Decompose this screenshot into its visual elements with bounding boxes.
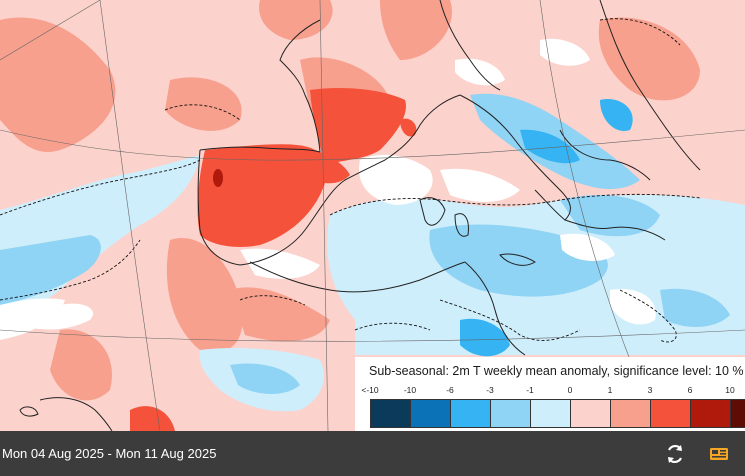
legend-tick-label: -10: [403, 385, 417, 395]
legend-swatch: [411, 400, 451, 427]
map-view[interactable]: [0, 0, 745, 431]
layers-icon: [710, 448, 728, 460]
legend-tick-label: -6: [446, 385, 454, 395]
refresh-icon: [668, 444, 682, 464]
legend-tick-label: -1: [526, 385, 534, 395]
bottom-toolbar: Mon 04 Aug 2025 - Mon 11 Aug 2025: [0, 431, 745, 476]
legend-swatch: [691, 400, 731, 427]
legend-swatch: [491, 400, 531, 427]
legend-tick-label: 1: [607, 385, 613, 395]
date-range-label: Mon 04 Aug 2025 - Mon 11 Aug 2025: [2, 446, 217, 461]
legend-tick-label: 6: [687, 385, 693, 395]
anomaly-map: [0, 0, 745, 431]
legend-swatch: [651, 400, 691, 427]
legend-swatch: [731, 400, 745, 427]
legend-tick-label: -3: [486, 385, 494, 395]
refresh-button[interactable]: [664, 443, 686, 465]
legend-tick-label: <-10: [361, 385, 379, 395]
legend-color-bar: [370, 399, 745, 428]
legend-swatch: [371, 400, 411, 427]
legend-swatch: [571, 400, 611, 427]
legend-title: Sub-seasonal: 2m T weekly mean anomaly, …: [369, 364, 744, 378]
layers-button[interactable]: [707, 444, 731, 464]
legend-panel: Sub-seasonal: 2m T weekly mean anomaly, …: [355, 357, 745, 431]
legend-tick-label: 0: [567, 385, 573, 395]
legend-swatch: [451, 400, 491, 427]
legend-swatch: [611, 400, 651, 427]
legend-tick-label: 3: [647, 385, 653, 395]
legend-tick-label: 10: [725, 385, 735, 395]
legend-swatch: [531, 400, 571, 427]
